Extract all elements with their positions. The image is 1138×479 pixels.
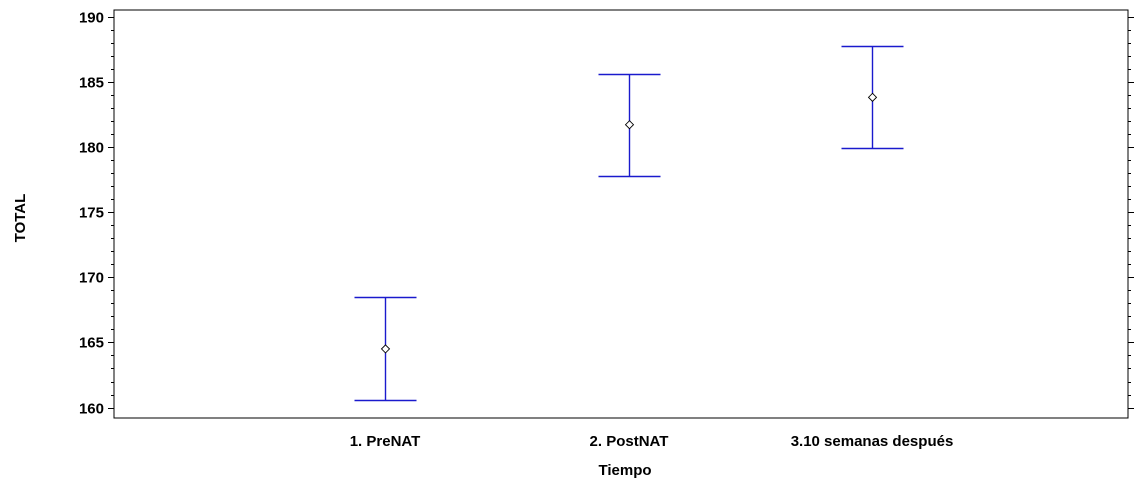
x-axis: 1. PreNAT 2. PostNAT 3.10 semanas después <box>350 433 954 450</box>
interval-1 <box>354 296 417 402</box>
x-tick-label: 1. PreNAT <box>350 433 421 450</box>
plot-frame <box>113 9 1129 419</box>
plot-border <box>113 9 1129 419</box>
y-tick-label: 190 <box>79 10 104 27</box>
y-axis: 160 165 170 175 180 185 190 <box>79 10 1134 418</box>
y-tick-label: 165 <box>79 335 104 352</box>
mean-marker <box>867 92 878 102</box>
y-tick-label: 185 <box>79 75 104 92</box>
y-tick-label: 175 <box>79 205 104 222</box>
y-tick-label: 160 <box>79 401 104 418</box>
x-axis-title: Tiempo <box>598 462 651 479</box>
x-tick-label: 2. PostNAT <box>590 433 669 450</box>
y-axis-title: TOTAL <box>12 194 29 243</box>
mean-marker <box>380 344 391 354</box>
x-tick-label: 3.10 semanas después <box>791 433 954 450</box>
y-tick-label: 170 <box>79 270 104 287</box>
mean-marker <box>624 120 635 130</box>
y-tick-label: 180 <box>79 140 104 157</box>
interval-3 <box>841 45 904 150</box>
interval-2 <box>598 73 661 178</box>
intervals <box>354 45 904 402</box>
